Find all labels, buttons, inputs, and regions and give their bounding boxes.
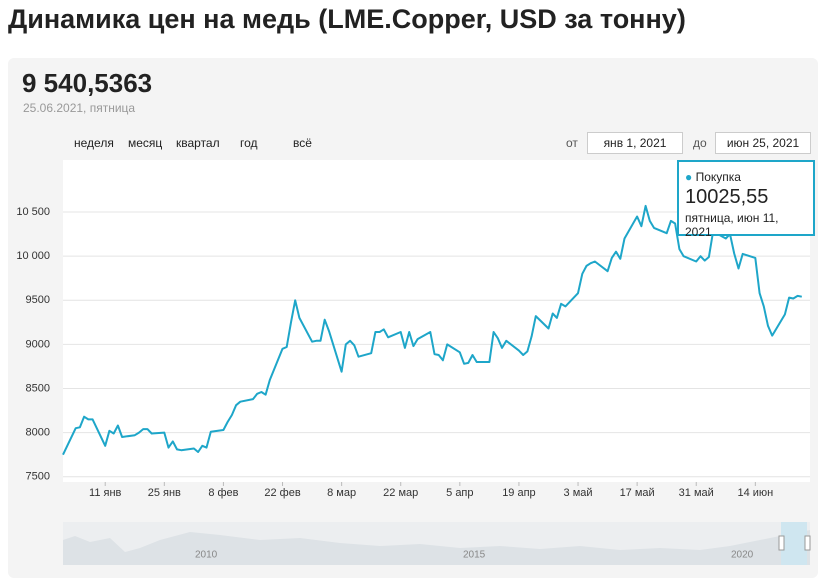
navigator-window[interactable] — [781, 522, 807, 565]
to-label: до — [693, 136, 707, 150]
navigator-label: 2010 — [195, 550, 218, 561]
y-tick-label: 7500 — [26, 471, 50, 483]
x-tick-label: 19 апр — [502, 487, 535, 499]
period-button[interactable]: год — [240, 136, 258, 150]
from-label: от — [566, 136, 578, 150]
current-date: 25.06.2021, пятница — [23, 101, 136, 115]
x-tick-label: 5 апр — [446, 487, 473, 499]
y-tick-label: 8500 — [26, 382, 50, 394]
x-tick-label: 14 июн — [737, 487, 773, 499]
to-date[interactable]: июн 25, 2021 — [715, 132, 811, 154]
x-tick-label: 11 янв — [89, 487, 122, 499]
navigator-area — [63, 530, 810, 565]
x-tick-label: 3 май — [564, 487, 593, 499]
y-tick-label: 10 000 — [16, 250, 50, 262]
period-button[interactable]: месяц — [128, 136, 163, 150]
period-button[interactable]: всё — [293, 136, 312, 150]
tooltip-series: Покупка — [695, 170, 741, 184]
page-title: Динамика цен на медь (LME.Copper, USD за… — [8, 4, 686, 34]
tooltip: ● Покупка 10025,55 пятница, июн 11, 2021 — [677, 160, 815, 239]
tooltip-date: пятница, июн 11, 2021 — [685, 211, 779, 239]
x-tick-label: 31 май — [679, 487, 714, 499]
period-button[interactable]: квартал — [176, 136, 220, 150]
x-tick-label: 17 май — [620, 487, 655, 499]
current-value: 9 540,5363 — [22, 68, 153, 98]
x-tick-label: 22 фев — [264, 487, 300, 499]
navigator-label: 2020 — [731, 550, 754, 561]
tooltip-dot: ● — [685, 170, 693, 184]
tooltip-value: 10025,55 — [685, 186, 769, 208]
y-tick-label: 9500 — [26, 294, 50, 306]
chart: 7500 8000 8500 9000 9500 10 000 10 500 11 янв 25… — [16, 160, 811, 565]
from-date[interactable]: янв 1, 2021 — [587, 132, 683, 154]
y-tick-label: 9000 — [26, 338, 50, 350]
price-line — [62, 204, 802, 456]
x-tick-label: 25 янв — [148, 487, 181, 499]
navigator-label: 2015 — [463, 550, 486, 561]
period-button[interactable]: неделя — [74, 136, 114, 150]
navigator-handle[interactable] — [778, 535, 785, 551]
x-tick-label: 8 фев — [208, 487, 238, 499]
x-tick-label: 8 мар — [327, 487, 356, 499]
y-tick-label: 10 500 — [16, 206, 50, 218]
navigator-handle[interactable] — [804, 535, 811, 551]
x-tick-label: 22 мар — [383, 487, 418, 499]
page: Динамика цен на медь (LME.Copper, USD за… — [8, 4, 818, 578]
y-tick-label: 8000 — [26, 427, 50, 439]
